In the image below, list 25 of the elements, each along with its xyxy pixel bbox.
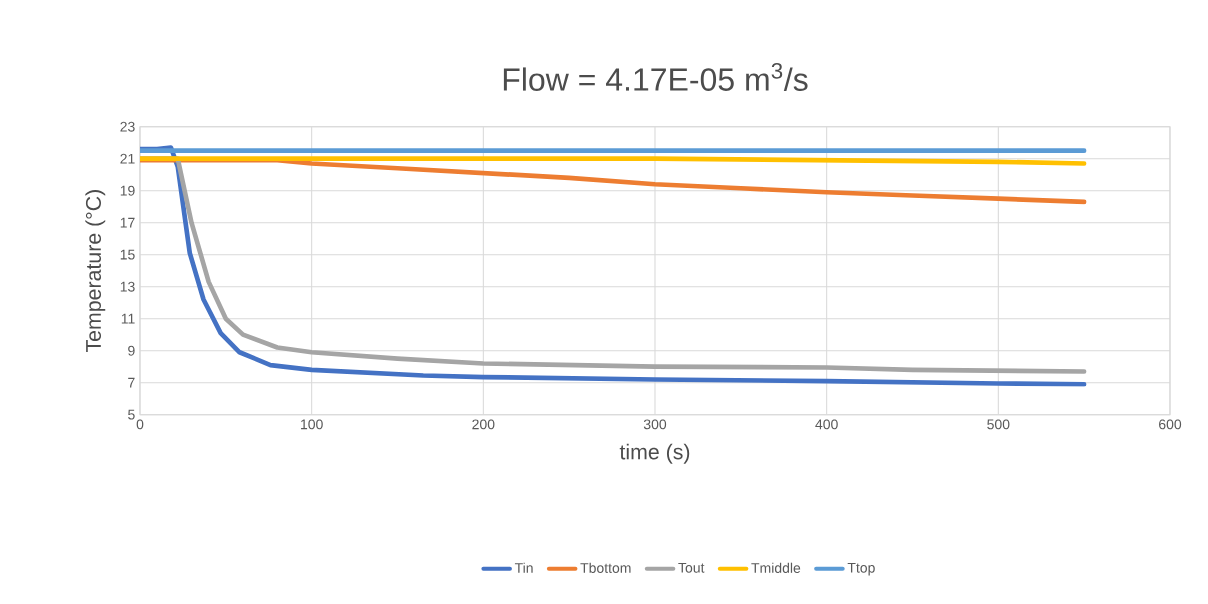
y-tick-label: 7 bbox=[128, 377, 135, 388]
legend-label: Tmiddle bbox=[751, 562, 801, 573]
y-tick-label: 13 bbox=[120, 281, 135, 292]
legend-label: Tin bbox=[514, 562, 533, 573]
y-axis-title: Temperature (°C) bbox=[85, 190, 106, 353]
legend-label: Ttop bbox=[847, 562, 875, 576]
x-tick-label: 400 bbox=[815, 419, 838, 430]
y-tick-label: 5 bbox=[128, 409, 135, 420]
y-tick-label: 23 bbox=[120, 121, 135, 132]
x-tick-label: 200 bbox=[472, 419, 495, 430]
x-tick-label: 0 bbox=[136, 419, 144, 430]
x-tick-label: 300 bbox=[643, 419, 667, 430]
y-tick-label: 21 bbox=[120, 153, 135, 164]
x-tick-label: 600 bbox=[1159, 419, 1182, 430]
y-tick-label: 15 bbox=[120, 249, 135, 260]
legend-label: Tout bbox=[678, 562, 705, 573]
chart-title: Flow = 4.17E-05 m$^{3}$/s bbox=[503, 62, 808, 91]
x-tick-label: 100 bbox=[301, 419, 323, 430]
x-tick-label: 500 bbox=[987, 419, 1010, 430]
y-tick-label: 9 bbox=[128, 345, 135, 356]
legend-label: Tbottom bbox=[580, 562, 631, 573]
y-tick-label: 17 bbox=[120, 217, 135, 228]
y-tick-label: 19 bbox=[120, 185, 135, 196]
y-tick-label: 11 bbox=[121, 313, 135, 324]
x-axis-title: time (s) bbox=[619, 443, 690, 464]
